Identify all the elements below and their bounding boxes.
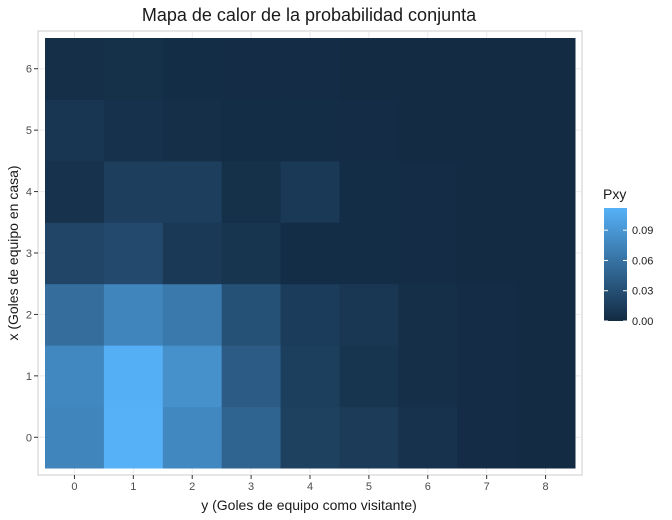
- heatmap-cell: [103, 406, 164, 469]
- heatmap-cell: [457, 222, 517, 285]
- legend-tick-label: 0.00: [632, 316, 653, 328]
- legend-colorbar: [604, 208, 627, 321]
- heatmap-cell: [280, 222, 340, 285]
- heatmap-cell: [339, 283, 399, 346]
- heatmap-cell: [339, 99, 399, 162]
- heatmap-cell: [339, 222, 399, 285]
- legend-title: Pxy: [603, 186, 626, 202]
- y-axis-title: x (Goles de equipo en casa): [5, 165, 21, 340]
- heatmap-cell: [221, 222, 282, 285]
- heatmap-cell: [280, 38, 340, 100]
- y-tick-label: 2: [26, 309, 32, 321]
- x-tick-label: 5: [366, 481, 372, 493]
- heatmap-cell: [280, 99, 340, 162]
- heatmap-cell: [398, 160, 458, 223]
- heatmap-cell: [162, 345, 223, 408]
- y-axis-ticks: 0 1 2 3 4 5 6: [26, 64, 38, 444]
- heatmap-cell: [45, 160, 105, 223]
- heatmap-cell: [398, 99, 458, 162]
- heatmap-cell: [45, 99, 105, 162]
- x-axis-title: y (Goles de equipo como visitante): [201, 497, 417, 513]
- heatmap-cell: [162, 283, 223, 346]
- heatmap-cell: [162, 99, 223, 162]
- heatmap-cell: [280, 345, 340, 408]
- heatmap-cell: [398, 406, 458, 469]
- heatmap-cells: [45, 38, 576, 469]
- legend-tick-label: 0.03: [632, 286, 653, 298]
- legend-tick-label: 0.06: [632, 255, 653, 267]
- heatmap-cell: [103, 222, 164, 285]
- x-tick-label: 8: [542, 481, 548, 493]
- heatmap-cell: [398, 222, 458, 285]
- heatmap-cell: [516, 283, 576, 346]
- x-tick-label: 4: [307, 481, 313, 493]
- y-tick-label: 1: [26, 371, 32, 383]
- x-axis-ticks: 0 1 2 3 4 5 6 7 8: [71, 475, 549, 493]
- heatmap-cell: [162, 38, 223, 100]
- heatmap-cell: [221, 160, 282, 223]
- heatmap-cell: [339, 160, 399, 223]
- x-tick-label: 7: [484, 481, 490, 493]
- heatmap-cell: [221, 283, 282, 346]
- heatmap-cell: [516, 222, 576, 285]
- heatmap-cell: [516, 406, 576, 469]
- heatmap-cell: [398, 345, 458, 408]
- heatmap-cell: [457, 38, 517, 100]
- y-tick-label: 4: [26, 187, 32, 199]
- heatmap-cell: [339, 406, 399, 469]
- heatmap-cell: [162, 406, 223, 469]
- legend-tick-label: 0.09: [632, 225, 653, 237]
- heatmap-cell: [516, 345, 576, 408]
- x-tick-label: 1: [130, 481, 136, 493]
- heatmap-cell: [103, 283, 164, 346]
- heatmap-cell: [457, 345, 517, 408]
- heatmap-cell: [103, 160, 164, 223]
- heatmap-cell: [45, 38, 105, 100]
- heatmap-cell: [45, 345, 105, 408]
- y-tick-label: 6: [26, 64, 32, 76]
- heatmap-cell: [162, 160, 223, 223]
- heatmap-cell: [398, 38, 458, 100]
- heatmap-cell: [45, 406, 105, 469]
- heatmap-cell: [457, 160, 517, 223]
- x-tick-label: 0: [71, 481, 77, 493]
- y-tick-label: 5: [26, 125, 32, 137]
- heatmap-cell: [280, 283, 340, 346]
- heatmap-cell: [457, 406, 517, 469]
- heatmap-cell: [280, 160, 340, 223]
- heatmap-cell: [45, 222, 105, 285]
- y-tick-label: 3: [26, 248, 32, 260]
- heatmap-cell: [103, 99, 164, 162]
- heatmap-cell: [162, 222, 223, 285]
- heatmap-cell: [339, 38, 399, 100]
- heatmap-cell: [103, 345, 164, 408]
- legend: Pxy 0.00 0.03 0.06 0.09: [603, 186, 653, 328]
- heatmap-cell: [516, 99, 576, 162]
- x-tick-label: 3: [248, 481, 254, 493]
- heatmap-cell: [45, 283, 105, 346]
- legend-ticks: 0.00 0.03 0.06 0.09: [604, 225, 653, 328]
- heatmap-cell: [516, 38, 576, 100]
- heatmap-cell: [398, 283, 458, 346]
- y-tick-label: 0: [26, 432, 32, 444]
- heatmap-cell: [457, 99, 517, 162]
- heatmap-cell: [221, 38, 282, 100]
- heatmap-cell: [457, 283, 517, 346]
- heatmap-cell: [221, 345, 282, 408]
- heatmap-cell: [221, 99, 282, 162]
- heatmap-cell: [221, 406, 282, 469]
- heatmap-cell: [516, 160, 576, 223]
- x-tick-label: 6: [425, 481, 431, 493]
- heatmap-cell: [103, 38, 164, 100]
- chart-title: Mapa de calor de la probabilidad conjunt…: [142, 5, 477, 25]
- heatmap-cell: [339, 345, 399, 408]
- heatmap-cell: [280, 406, 340, 469]
- x-tick-label: 2: [189, 481, 195, 493]
